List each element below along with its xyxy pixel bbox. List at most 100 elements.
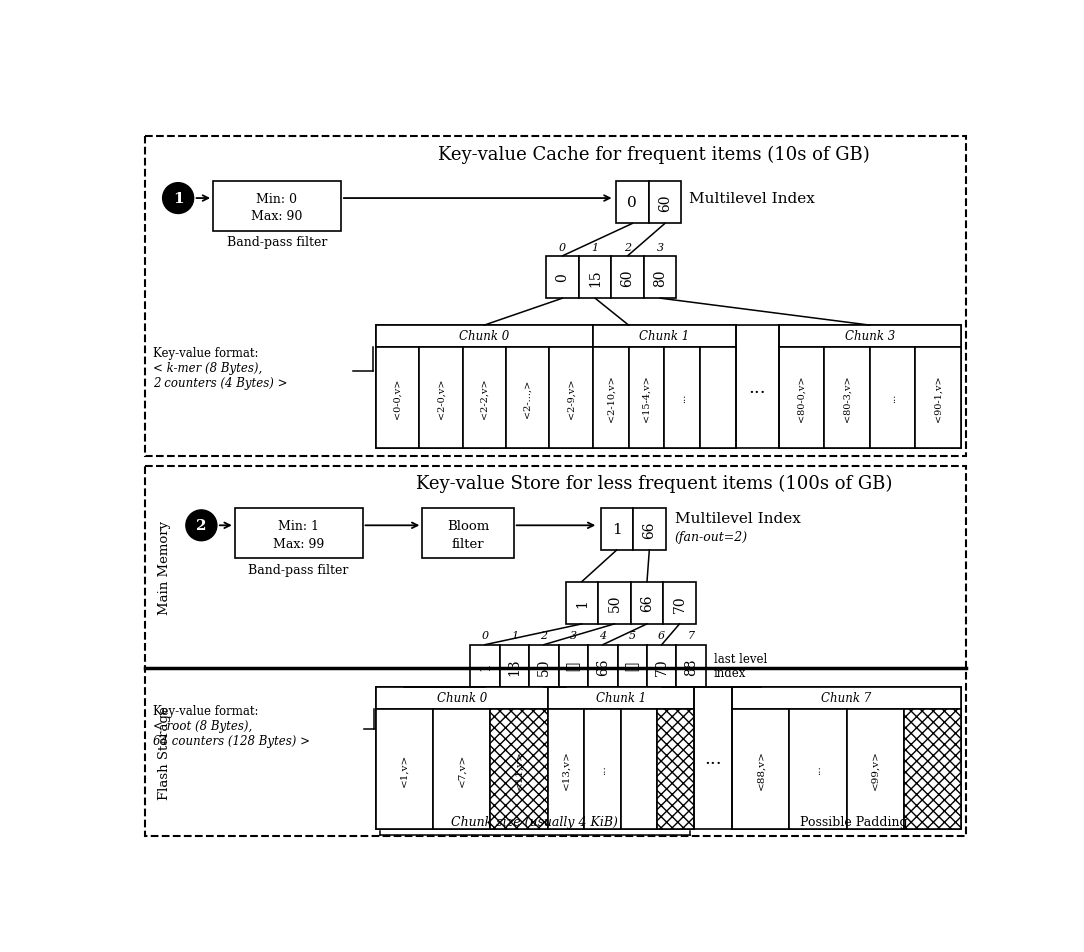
- Bar: [598, 582, 631, 625]
- Bar: [376, 687, 547, 709]
- Bar: [618, 645, 647, 687]
- Text: < root (8 Bytes),: < root (8 Bytes),: [153, 720, 251, 732]
- Bar: [506, 347, 550, 448]
- Bar: [235, 508, 362, 559]
- Circle shape: [163, 184, 194, 214]
- Text: 1: 1: [611, 523, 621, 536]
- Text: 0: 0: [481, 631, 489, 641]
- Bar: [547, 709, 584, 829]
- Text: Chunk 1: Chunk 1: [640, 330, 689, 343]
- Text: <13,v>: <13,v>: [562, 749, 570, 789]
- Text: Main Memory: Main Memory: [157, 521, 170, 614]
- Bar: [470, 645, 500, 687]
- Text: <15-4,v>: <15-4,v>: [642, 375, 651, 422]
- Text: Flash Storage: Flash Storage: [157, 705, 170, 799]
- Text: ...: ...: [888, 393, 898, 403]
- Bar: [593, 347, 629, 448]
- Circle shape: [185, 510, 217, 541]
- Text: Bloom: Bloom: [447, 519, 489, 532]
- Text: 6: 6: [658, 631, 666, 641]
- Text: Min: 0: Min: 0: [257, 192, 297, 206]
- Text: 2: 2: [624, 243, 631, 252]
- Bar: [616, 182, 648, 225]
- Text: 3: 3: [657, 243, 663, 252]
- Text: Chunk 7: Chunk 7: [822, 691, 872, 704]
- Text: Possible Padding: Possible Padding: [800, 816, 908, 828]
- Text: index: index: [713, 666, 746, 679]
- Text: 0: 0: [628, 196, 637, 210]
- Text: 66: 66: [640, 594, 654, 612]
- Text: 66: 66: [596, 658, 610, 675]
- Text: Key-value Store for less frequent items (100s of GB): Key-value Store for less frequent items …: [416, 474, 892, 492]
- Bar: [664, 347, 700, 448]
- Text: <2-9,v>: <2-9,v>: [567, 378, 576, 418]
- Bar: [558, 645, 589, 687]
- Text: ⋯: ⋯: [625, 662, 640, 671]
- Text: Chunk 0: Chunk 0: [437, 691, 487, 704]
- Text: <1,v>: <1,v>: [400, 753, 409, 785]
- Text: 1: 1: [575, 599, 589, 607]
- Bar: [566, 582, 598, 625]
- Text: Key-value format:: Key-value format:: [153, 704, 258, 717]
- Text: (fan-out=2): (fan-out=2): [675, 531, 748, 544]
- Text: Key-value Cache for frequent items (10s of GB): Key-value Cache for frequent items (10s …: [438, 145, 870, 164]
- Text: Chunk 3: Chunk 3: [844, 330, 895, 343]
- Bar: [915, 347, 960, 448]
- Bar: [621, 709, 657, 829]
- Text: <0-0,v>: <0-0,v>: [392, 378, 402, 418]
- Bar: [463, 347, 506, 448]
- Bar: [376, 347, 420, 448]
- Text: 0: 0: [559, 243, 566, 252]
- Bar: [376, 687, 960, 829]
- Text: Min: 1: Min: 1: [279, 519, 319, 532]
- Bar: [212, 182, 340, 232]
- Bar: [550, 347, 593, 448]
- Text: Key-value format:: Key-value format:: [153, 347, 258, 359]
- Bar: [423, 508, 514, 559]
- Bar: [376, 709, 434, 829]
- Text: <90-1,v>: <90-1,v>: [933, 375, 943, 422]
- Text: 4: 4: [599, 631, 606, 641]
- Text: 2 counters (4 Bytes) >: 2 counters (4 Bytes) >: [153, 377, 287, 390]
- Text: <80-0,v>: <80-0,v>: [797, 375, 806, 422]
- Bar: [434, 709, 490, 829]
- Text: 2: 2: [196, 519, 207, 533]
- Text: 0: 0: [555, 273, 569, 282]
- Text: <2-0,v>: <2-0,v>: [437, 378, 446, 418]
- Bar: [663, 582, 696, 625]
- Bar: [500, 645, 529, 687]
- Bar: [904, 709, 960, 829]
- Text: ...: ...: [598, 764, 607, 774]
- Text: 50: 50: [537, 658, 551, 675]
- Text: <11,v>: <11,v>: [515, 749, 524, 789]
- Text: < k-mer (8 Bytes),: < k-mer (8 Bytes),: [153, 362, 262, 374]
- Text: 1: 1: [478, 662, 492, 670]
- Bar: [589, 645, 618, 687]
- Text: <2-2,v>: <2-2,v>: [480, 378, 489, 418]
- Text: ...: ...: [813, 764, 823, 774]
- Bar: [657, 709, 694, 829]
- Text: Multilevel Index: Multilevel Index: [688, 192, 815, 207]
- Bar: [376, 326, 593, 347]
- Bar: [789, 709, 847, 829]
- Bar: [733, 687, 960, 709]
- Text: ...: ...: [705, 749, 722, 767]
- Text: filter: filter: [452, 537, 485, 550]
- Bar: [778, 347, 824, 448]
- Bar: [869, 347, 915, 448]
- Bar: [611, 256, 644, 299]
- Bar: [700, 347, 736, 448]
- Text: 66: 66: [643, 521, 656, 538]
- Text: 5: 5: [629, 631, 636, 641]
- Text: 7: 7: [687, 631, 695, 641]
- Text: ⋯: ⋯: [566, 662, 580, 671]
- Text: Max: 99: Max: 99: [273, 537, 324, 550]
- Text: 64 counters (128 Bytes) >: 64 counters (128 Bytes) >: [153, 735, 310, 747]
- Bar: [631, 582, 663, 625]
- Text: 60: 60: [658, 194, 672, 212]
- Bar: [145, 137, 966, 457]
- Text: 60: 60: [621, 269, 634, 287]
- Text: ...: ...: [749, 378, 766, 396]
- Bar: [676, 645, 706, 687]
- Text: 2: 2: [540, 631, 547, 641]
